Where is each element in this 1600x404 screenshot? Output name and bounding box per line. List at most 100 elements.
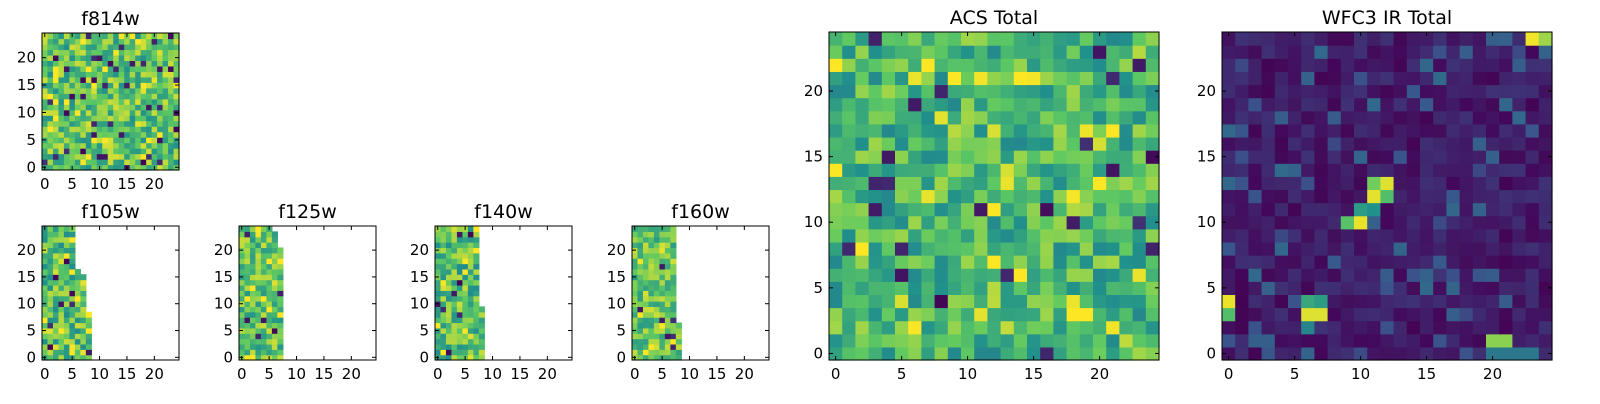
heatmap-cell (42, 49, 49, 56)
heatmap-cell (96, 148, 103, 155)
heatmap-cell (1222, 307, 1236, 322)
heatmap-cell (1235, 84, 1249, 99)
heatmap-cell (129, 115, 136, 122)
heatmap-cell (1132, 176, 1147, 191)
heatmap-cell (881, 58, 896, 72)
heatmap-cell (1066, 45, 1081, 59)
heatmap-cell (69, 159, 76, 166)
heatmap-cell (670, 274, 677, 281)
heatmap-cell (1512, 136, 1527, 151)
heatmap-cell (1106, 228, 1120, 243)
heatmap-cell (1525, 136, 1540, 151)
heatmap-cell (987, 241, 1002, 256)
heatmap-cell (1235, 136, 1249, 151)
heatmap-cell (473, 242, 480, 249)
heatmap-cell (52, 338, 60, 345)
heatmap-cell (85, 338, 92, 345)
heatmap-cell (63, 242, 70, 249)
heatmap-cell (42, 258, 49, 265)
heatmap-cell (249, 252, 257, 259)
heatmap-cell (1288, 228, 1302, 243)
heatmap-cell (664, 252, 671, 259)
heatmap-cell (462, 301, 469, 307)
heatmap-cell (664, 338, 671, 345)
heatmap-cell (1261, 189, 1276, 204)
heatmap-cell (895, 58, 909, 72)
heatmap-cell (829, 255, 843, 269)
heatmap-cell (1420, 346, 1434, 361)
heatmap-cell (1066, 71, 1081, 86)
heatmap-cell (653, 349, 660, 356)
y-tick-label: 10 (1197, 213, 1216, 231)
heatmap-cell (239, 311, 246, 318)
heatmap-cell (1261, 241, 1276, 256)
heatmap-cell (921, 320, 936, 335)
heatmap-cell (462, 242, 469, 249)
heatmap-cell (1472, 45, 1487, 59)
heatmap-cell (868, 307, 883, 322)
heatmap-cell (1472, 58, 1487, 72)
heatmap-cell (63, 115, 70, 122)
heatmap-cell (1393, 255, 1408, 269)
heatmap-cell (260, 349, 267, 356)
x-tick-label: 0 (1224, 365, 1234, 383)
heatmap-cell (440, 338, 447, 345)
heatmap-cell (1119, 84, 1134, 99)
heatmap-cell (670, 268, 677, 275)
heatmap-cell (855, 176, 870, 191)
heatmap-cell (271, 327, 278, 334)
heatmap-cell (157, 137, 164, 144)
heatmap-cell (96, 49, 103, 56)
heatmap-cell (1053, 307, 1068, 322)
heatmap-cell (1027, 32, 1041, 46)
heatmap-cell (1367, 202, 1381, 217)
heatmap-cell (74, 354, 81, 361)
heatmap-cell (947, 307, 962, 322)
heatmap-cell (74, 333, 81, 340)
heatmap-cell (47, 252, 54, 259)
heatmap-cell (102, 54, 109, 61)
heatmap-cell (451, 317, 458, 324)
heatmap-cell (140, 93, 147, 100)
heatmap-cell (947, 189, 962, 204)
heatmap-cell (1459, 241, 1474, 256)
heatmap-cell (987, 268, 1002, 282)
heatmap-cell (664, 284, 671, 291)
heatmap-cell (85, 311, 92, 318)
heatmap-cell (908, 228, 922, 243)
heatmap-cell (1327, 58, 1342, 72)
heatmap-cell (118, 93, 125, 100)
heatmap-cell (277, 317, 284, 324)
heatmap-cell (456, 231, 463, 238)
heatmap-cell (1274, 281, 1289, 295)
heatmap-cell (69, 43, 76, 51)
heatmap-cell (1274, 123, 1289, 138)
heatmap-cell (260, 311, 267, 318)
heatmap-cell (52, 43, 60, 51)
heatmap-cell (855, 202, 870, 217)
heatmap-cell (987, 202, 1002, 217)
heatmap-cell (1053, 58, 1068, 72)
heatmap-cell (1327, 136, 1342, 151)
heatmap-cell (648, 295, 655, 302)
heatmap-cell (961, 176, 975, 191)
heatmap-cell (1393, 150, 1408, 164)
heatmap-cell (146, 164, 153, 171)
heatmap-cell (1132, 294, 1147, 309)
heatmap-cell (173, 93, 180, 100)
heatmap-cell (249, 322, 257, 329)
heatmap-cell (462, 349, 469, 356)
heatmap-cell (456, 311, 463, 318)
heatmap-cell (1340, 281, 1355, 295)
heatmap-cell (1235, 215, 1249, 230)
heatmap-cell (1446, 136, 1461, 151)
heatmap-cell (74, 164, 81, 171)
heatmap-cell (271, 242, 278, 249)
heatmap-cell (63, 354, 70, 361)
heatmap-cell (1288, 110, 1302, 125)
heatmap-cell (271, 311, 278, 318)
heatmap-cell (451, 258, 458, 265)
heatmap-cell (162, 60, 169, 67)
heatmap-cell (146, 109, 153, 116)
heatmap-cell (102, 98, 109, 105)
